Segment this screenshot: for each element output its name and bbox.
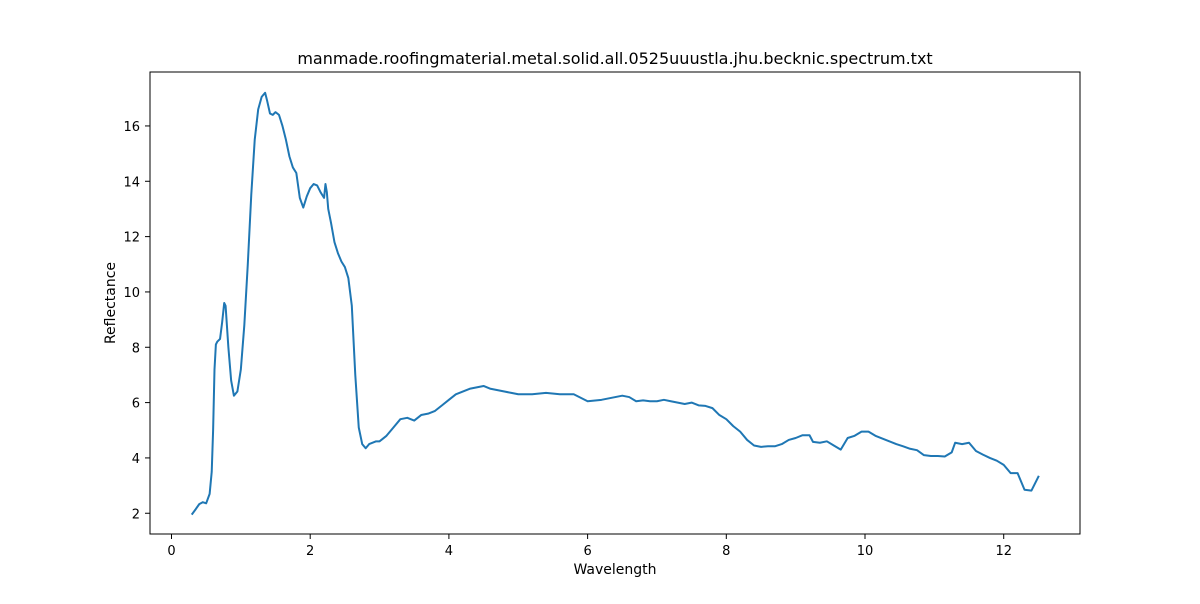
y-tick-label: 14 [123, 175, 140, 190]
y-tick-label: 4 [132, 452, 140, 467]
x-tick-label: 4 [445, 544, 453, 559]
x-tick-label: 2 [306, 544, 314, 559]
y-tick-label: 12 [123, 231, 140, 246]
x-tick-label: 6 [583, 544, 591, 559]
x-tick-label: 10 [857, 544, 874, 559]
x-axis-ticks: 0 2 4 6 8 10 12 [167, 534, 1012, 559]
y-tick-label: 16 [123, 120, 140, 135]
x-tick-label: 8 [722, 544, 730, 559]
x-tick-label: 12 [995, 544, 1012, 559]
y-axis-label: Reflectance [103, 262, 119, 344]
y-tick-label: 6 [132, 397, 140, 412]
chart-title: manmade.roofingmaterial.metal.solid.all.… [297, 49, 932, 68]
plot-frame [149, 71, 1081, 535]
x-tick-label: 0 [167, 544, 175, 559]
x-axis-label: Wavelength [573, 562, 656, 578]
series-line [190, 91, 1040, 516]
y-tick-label: 10 [123, 286, 140, 301]
y-tick-label: 2 [132, 507, 140, 522]
y-axis-ticks: 2 4 6 8 10 12 14 16 [123, 120, 150, 522]
y-tick-label: 8 [132, 341, 140, 356]
